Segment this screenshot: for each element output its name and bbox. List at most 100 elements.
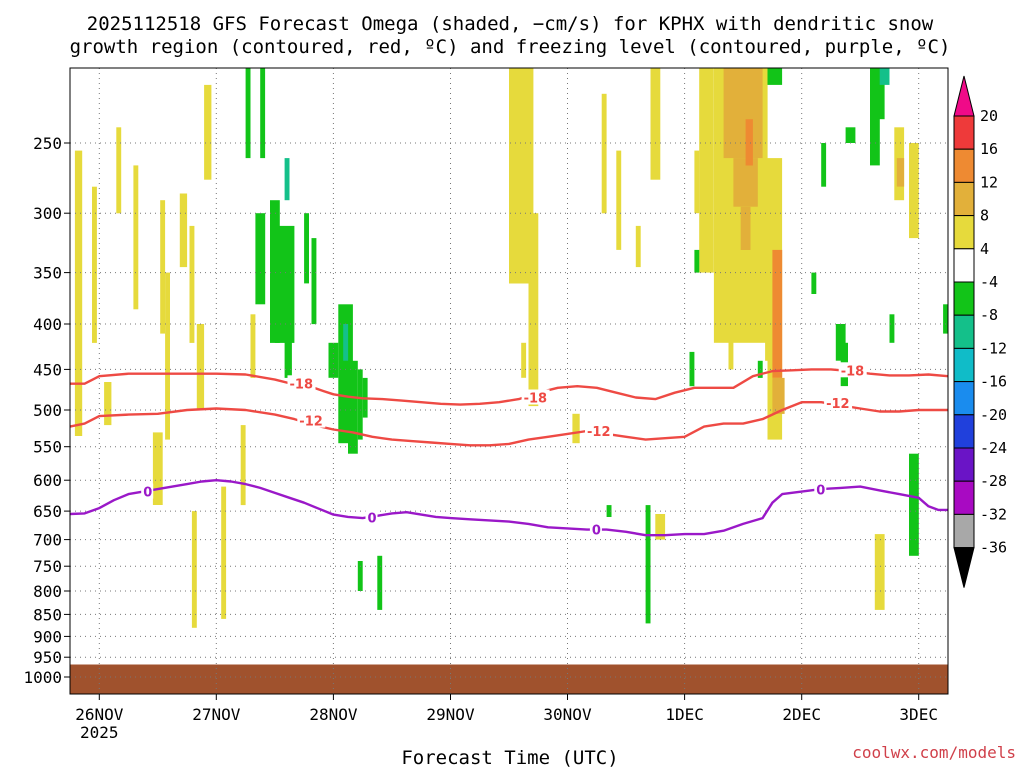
contour-label-bg [824, 395, 853, 410]
omega-region [165, 272, 170, 440]
y-tick-label: 400 [33, 315, 62, 334]
contour-label: -18 [290, 377, 314, 392]
credit-link[interactable]: coolwx.com/models [852, 743, 1016, 762]
x-tick-label: 27NOV [192, 705, 241, 724]
contour-label-bg [287, 375, 316, 391]
x-axis-label: Forecast Time (UTC) [401, 747, 618, 768]
contour-label: 0 [816, 484, 825, 499]
colorbar-tick-label: -28 [980, 472, 1007, 490]
omega-region [909, 143, 919, 239]
x-tick-label: 3DEC [899, 705, 938, 724]
title-line-1: 2025112518 GFS Forecast Omega (shaded, −… [87, 13, 934, 35]
omega-region [699, 68, 714, 273]
contour-label: -12 [299, 415, 323, 430]
omega-region [250, 314, 256, 378]
omega-region [733, 158, 758, 207]
y-tick-label: 600 [33, 471, 62, 490]
omega-region [879, 68, 890, 85]
y-tick-label: 450 [33, 360, 62, 379]
colorbar-band [953, 148, 975, 183]
contour-label-bg [141, 483, 154, 499]
x-tick-sublabel: 2025 [80, 723, 119, 742]
colorbar-band [953, 314, 975, 349]
y-tick-label: 350 [33, 264, 62, 283]
colorbar-tick-label: -36 [980, 539, 1007, 557]
chart-title: 2025112518 GFS Forecast Omega (shaded, −… [70, 13, 951, 58]
omega-region [635, 225, 641, 268]
y-tick-label: 250 [33, 134, 62, 153]
x-tick-label: 26NOV [75, 705, 124, 724]
omega-region [74, 150, 83, 436]
omega-region [765, 319, 770, 361]
colorbar-tick-label: -16 [980, 373, 1007, 391]
below-ground-fill [70, 664, 948, 694]
colorbar-band [953, 347, 975, 383]
omega-region [723, 68, 763, 159]
contour-label: -18 [841, 364, 865, 379]
omega-region [284, 304, 292, 378]
omega-region [745, 119, 753, 166]
ground-surface [70, 664, 948, 694]
contour-label-bg [589, 521, 602, 537]
contour-label: 0 [143, 486, 152, 501]
omega-region [92, 186, 97, 343]
colorbar-tick-label: -32 [980, 505, 1007, 523]
omega-region [601, 93, 607, 214]
plot-area: -18 -18 -18 -12 -12 -12 0 0 0 0 [69, 67, 949, 695]
contour-label-bg [585, 423, 613, 438]
omega-region [606, 505, 612, 517]
y-tick-label: 650 [33, 502, 62, 521]
colorbar-band [953, 215, 975, 250]
colorbar-tick-label: 20 [980, 107, 998, 125]
colorbar-tick-label: -8 [980, 306, 998, 324]
omega-region [874, 534, 885, 610]
omega-region [694, 249, 700, 273]
title-line-2: growth region (contoured, red, ºC) and f… [70, 36, 951, 58]
y-tick-label: 900 [33, 627, 62, 646]
x-tick-label: 28NOV [309, 705, 358, 724]
omega-region [255, 213, 266, 305]
omega-region [377, 555, 383, 610]
omega-region [655, 514, 666, 540]
contour-label-bg [814, 481, 827, 497]
colorbar-band [953, 181, 975, 217]
colorbar-tick-label: -20 [980, 406, 1007, 424]
omega-region [811, 272, 817, 294]
y-tick-label: 750 [33, 557, 62, 576]
colorbar: 20 16 12 8 4 -4 -8 -12 -16 -20 -24 -28 -32 -36 [953, 75, 1007, 588]
colorbar-tick-label: -12 [980, 339, 1007, 357]
colorbar-tick-label: 12 [980, 173, 998, 191]
omega-region [943, 304, 948, 334]
omega-region [328, 342, 339, 378]
x-tick-label: 2DEC [782, 705, 821, 724]
omega-region [152, 432, 163, 505]
omega-region [311, 238, 317, 325]
omega-region [689, 351, 695, 387]
contour-label: -12 [826, 397, 850, 412]
contour-label: -18 [524, 392, 548, 407]
colorbar-band [953, 381, 975, 416]
contour-lines: -18 -18 -18 -12 -12 -12 0 0 0 0 [69, 362, 949, 539]
omega-region [821, 143, 827, 187]
omega-region [133, 165, 139, 310]
y-tick-label: 950 [33, 648, 62, 667]
colorbar-band [953, 480, 975, 515]
omega-region [245, 68, 251, 159]
omega-region [772, 249, 783, 378]
omega-region [772, 377, 785, 414]
omega-region [204, 84, 212, 180]
omega-region [348, 360, 358, 454]
omega-region [179, 193, 188, 268]
y-tick-label: 300 [33, 204, 62, 223]
colorbar-band [953, 281, 975, 316]
omega-region [196, 324, 205, 410]
contour-label: 0 [368, 511, 377, 526]
omega-region [343, 324, 349, 361]
contour-label-bg [297, 412, 326, 428]
omega-region [284, 158, 290, 201]
omega-region [260, 68, 266, 159]
colorbar-band [953, 414, 975, 449]
y-tick-label: 850 [33, 605, 62, 624]
y-tick-label: 700 [33, 531, 62, 550]
colorbar-band [953, 115, 975, 150]
